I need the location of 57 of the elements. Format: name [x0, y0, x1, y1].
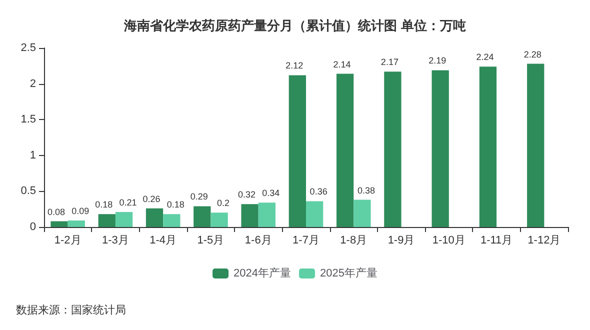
data-label: 0.08 — [47, 206, 66, 217]
bar — [306, 201, 324, 227]
data-label: 0.18 — [95, 200, 113, 210]
bar — [354, 200, 371, 227]
bar — [432, 70, 449, 227]
y-tick-label: 2 — [30, 78, 36, 90]
x-tick-label: 1-3月 — [102, 234, 129, 246]
x-tick-label: 1-11月 — [480, 234, 513, 246]
data-label: 0.29 — [190, 192, 208, 202]
bar — [98, 214, 116, 227]
bar — [115, 212, 133, 227]
data-label: 2.28 — [524, 49, 542, 60]
bar — [68, 220, 85, 227]
bar — [258, 202, 276, 227]
legend-label: 2025年产量 — [320, 266, 378, 280]
x-tick-label: 1-9月 — [388, 234, 415, 246]
x-tick-label: 1-12月 — [528, 234, 561, 246]
x-tick-label: 1-10月 — [432, 234, 466, 246]
bar — [163, 214, 180, 227]
bar — [194, 206, 211, 227]
bar — [50, 221, 68, 227]
data-label: 2.24 — [476, 52, 494, 62]
y-tick-label: 0 — [30, 221, 36, 233]
y-tick-label: 0.5 — [20, 185, 36, 198]
data-label: 0.34 — [262, 188, 280, 198]
x-tick-label: 1-4月 — [150, 234, 177, 246]
data-label: 0.32 — [238, 190, 256, 200]
data-label: 2.14 — [333, 59, 351, 70]
bar — [241, 204, 258, 227]
bar — [288, 75, 306, 227]
data-label: 0.09 — [72, 206, 90, 216]
legend-label: 2024年产量 — [234, 266, 292, 280]
data-label: 2.17 — [380, 57, 398, 68]
bar — [527, 64, 544, 227]
y-tick-label: 2.5 — [20, 42, 36, 54]
x-tick-label: 1-7月 — [292, 234, 320, 246]
y-tick-label: 1 — [30, 149, 36, 162]
data-label: 2.12 — [286, 60, 304, 71]
data-label: 0.36 — [310, 186, 328, 197]
data-label: 0.38 — [357, 185, 375, 196]
data-label: 0.2 — [217, 198, 230, 208]
bar — [210, 212, 228, 227]
x-tick-label: 1-2月 — [54, 234, 82, 246]
chart-title: 海南省化学农药原药产量分月（累计值）统计图 单位：万吨 — [123, 18, 466, 33]
bar — [336, 74, 354, 227]
data-label: 0.18 — [166, 200, 184, 210]
source-note: 数据来源：国家统计局 — [16, 304, 126, 316]
x-tick-label: 1-5月 — [197, 234, 224, 246]
bar — [479, 66, 497, 227]
x-tick-label: 1-8月 — [340, 234, 368, 246]
x-tick-label: 1-6月 — [244, 234, 272, 246]
bar — [384, 72, 402, 227]
bar — [146, 208, 164, 227]
data-label: 0.26 — [142, 194, 160, 204]
data-label: 0.21 — [119, 197, 137, 208]
data-label: 2.19 — [428, 56, 446, 66]
y-tick-label: 1.5 — [20, 114, 36, 126]
